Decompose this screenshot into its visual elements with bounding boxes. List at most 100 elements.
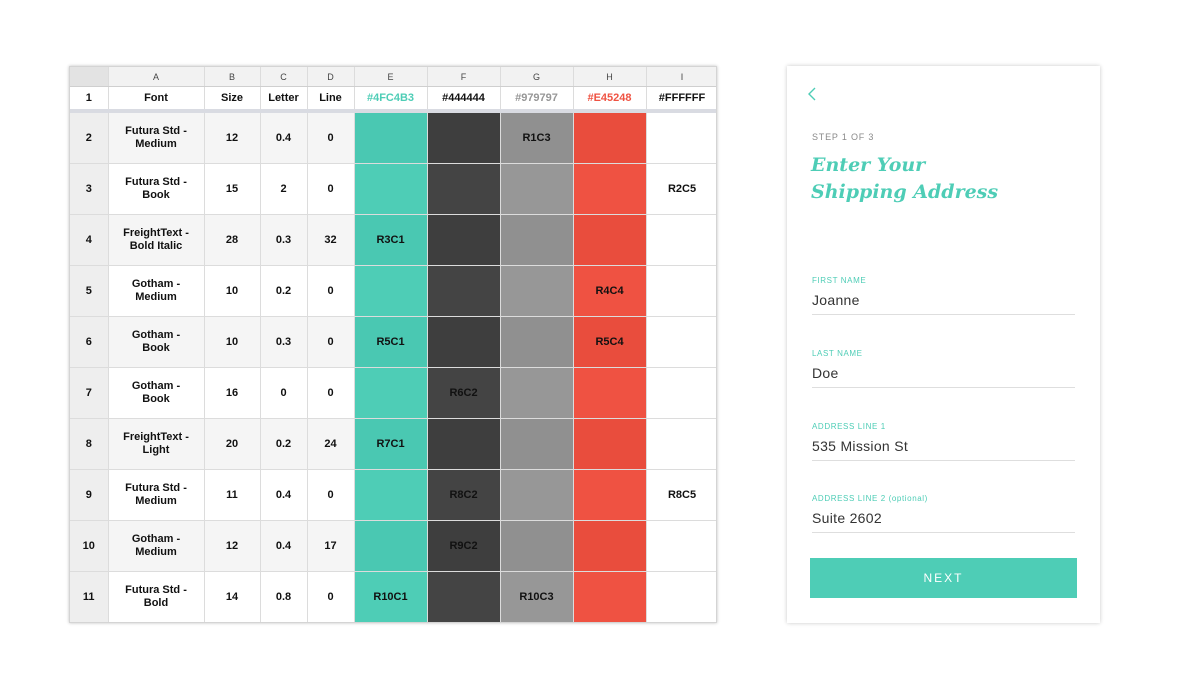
red-swatch-cell[interactable]: R4C4	[573, 265, 647, 317]
white-swatch-cell[interactable]	[646, 367, 716, 419]
dark-swatch-cell[interactable]	[427, 163, 501, 215]
font-cell[interactable]: Futura Std - Medium	[108, 469, 205, 521]
red-swatch-cell[interactable]	[573, 214, 647, 266]
size-cell[interactable]: 12	[204, 520, 261, 572]
line-cell[interactable]: 17	[307, 520, 355, 572]
letter-cell[interactable]: 0.3	[260, 214, 308, 266]
dark-swatch-cell[interactable]	[427, 316, 501, 368]
gray-swatch-cell[interactable]	[500, 316, 574, 368]
red-swatch-cell[interactable]	[573, 111, 647, 164]
teal-swatch-cell[interactable]: R5C1	[354, 316, 428, 368]
dark-swatch-cell[interactable]	[427, 418, 501, 470]
dark-swatch-cell[interactable]: R9C2	[427, 520, 501, 572]
gray-swatch-cell[interactable]	[500, 214, 574, 266]
line-cell[interactable]: 0	[307, 111, 355, 164]
font-cell[interactable]: Gotham - Medium	[108, 265, 205, 317]
header-cell-dark[interactable]: #444444	[427, 86, 501, 112]
gray-swatch-cell[interactable]	[500, 418, 574, 470]
header-cell-teal[interactable]: #4FC4B3	[354, 86, 428, 112]
next-button[interactable]: NEXT	[810, 558, 1077, 598]
letter-cell[interactable]: 0	[260, 367, 308, 419]
row-number[interactable]: 10	[70, 520, 109, 572]
dark-swatch-cell[interactable]	[427, 214, 501, 266]
dark-swatch-cell[interactable]	[427, 265, 501, 317]
row-number[interactable]: 3	[70, 163, 109, 215]
gray-swatch-cell[interactable]	[500, 163, 574, 215]
teal-swatch-cell[interactable]: R10C1	[354, 571, 428, 622]
red-swatch-cell[interactable]	[573, 418, 647, 470]
first-name-input[interactable]	[812, 288, 1075, 315]
white-swatch-cell[interactable]: R8C5	[646, 469, 716, 521]
letter-cell[interactable]: 0.4	[260, 111, 308, 164]
teal-swatch-cell[interactable]	[354, 163, 428, 215]
size-cell[interactable]: 12	[204, 111, 261, 164]
row-number[interactable]: 9	[70, 469, 109, 521]
gray-swatch-cell[interactable]	[500, 469, 574, 521]
size-cell[interactable]: 10	[204, 316, 261, 368]
row-number[interactable]: 1	[70, 86, 109, 112]
font-cell[interactable]: Gotham - Medium	[108, 520, 205, 572]
letter-cell[interactable]: 0.2	[260, 265, 308, 317]
teal-swatch-cell[interactable]: R7C1	[354, 418, 428, 470]
header-cell-line[interactable]: Line	[307, 86, 355, 112]
column-header-h[interactable]: H	[573, 67, 647, 87]
dark-swatch-cell[interactable]	[427, 571, 501, 622]
chevron-left-icon[interactable]	[807, 86, 821, 106]
size-cell[interactable]: 10	[204, 265, 261, 317]
line-cell[interactable]: 0	[307, 571, 355, 622]
header-cell-gray[interactable]: #979797	[500, 86, 574, 112]
select-all-corner[interactable]	[70, 67, 109, 87]
red-swatch-cell[interactable]	[573, 520, 647, 572]
row-number[interactable]: 4	[70, 214, 109, 266]
column-header-e[interactable]: E	[354, 67, 428, 87]
row-number[interactable]: 11	[70, 571, 109, 622]
font-cell[interactable]: FreightText - Light	[108, 418, 205, 470]
row-number[interactable]: 5	[70, 265, 109, 317]
red-swatch-cell[interactable]	[573, 367, 647, 419]
column-header-c[interactable]: C	[260, 67, 308, 87]
line-cell[interactable]: 24	[307, 418, 355, 470]
gray-swatch-cell[interactable]	[500, 265, 574, 317]
font-cell[interactable]: FreightText - Bold Italic	[108, 214, 205, 266]
column-header-f[interactable]: F	[427, 67, 501, 87]
address-line-1-input[interactable]	[812, 434, 1075, 461]
size-cell[interactable]: 16	[204, 367, 261, 419]
white-swatch-cell[interactable]	[646, 418, 716, 470]
red-swatch-cell[interactable]: R5C4	[573, 316, 647, 368]
font-cell[interactable]: Futura Std - Medium	[108, 111, 205, 164]
white-swatch-cell[interactable]	[646, 214, 716, 266]
size-cell[interactable]: 28	[204, 214, 261, 266]
white-swatch-cell[interactable]	[646, 265, 716, 317]
teal-swatch-cell[interactable]	[354, 520, 428, 572]
gray-swatch-cell[interactable]: R1C3	[500, 111, 574, 164]
column-header-d[interactable]: D	[307, 67, 355, 87]
dark-swatch-cell[interactable]: R6C2	[427, 367, 501, 419]
gray-swatch-cell[interactable]	[500, 367, 574, 419]
letter-cell[interactable]: 0.2	[260, 418, 308, 470]
last-name-input[interactable]	[812, 361, 1075, 388]
header-cell-white[interactable]: #FFFFFF	[646, 86, 716, 112]
white-swatch-cell[interactable]	[646, 316, 716, 368]
row-number[interactable]: 6	[70, 316, 109, 368]
line-cell[interactable]: 0	[307, 469, 355, 521]
line-cell[interactable]: 32	[307, 214, 355, 266]
teal-swatch-cell[interactable]: R3C1	[354, 214, 428, 266]
size-cell[interactable]: 14	[204, 571, 261, 622]
red-swatch-cell[interactable]	[573, 571, 647, 622]
white-swatch-cell[interactable]	[646, 111, 716, 164]
gray-swatch-cell[interactable]: R10C3	[500, 571, 574, 622]
red-swatch-cell[interactable]	[573, 469, 647, 521]
size-cell[interactable]: 20	[204, 418, 261, 470]
column-header-i[interactable]: I	[646, 67, 716, 87]
header-cell-size[interactable]: Size	[204, 86, 261, 112]
gray-swatch-cell[interactable]	[500, 520, 574, 572]
line-cell[interactable]: 0	[307, 367, 355, 419]
row-number[interactable]: 2	[70, 111, 109, 164]
dark-swatch-cell[interactable]: R8C2	[427, 469, 501, 521]
line-cell[interactable]: 0	[307, 316, 355, 368]
letter-cell[interactable]: 2	[260, 163, 308, 215]
font-cell[interactable]: Gotham - Book	[108, 316, 205, 368]
row-number[interactable]: 7	[70, 367, 109, 419]
teal-swatch-cell[interactable]	[354, 469, 428, 521]
line-cell[interactable]: 0	[307, 163, 355, 215]
